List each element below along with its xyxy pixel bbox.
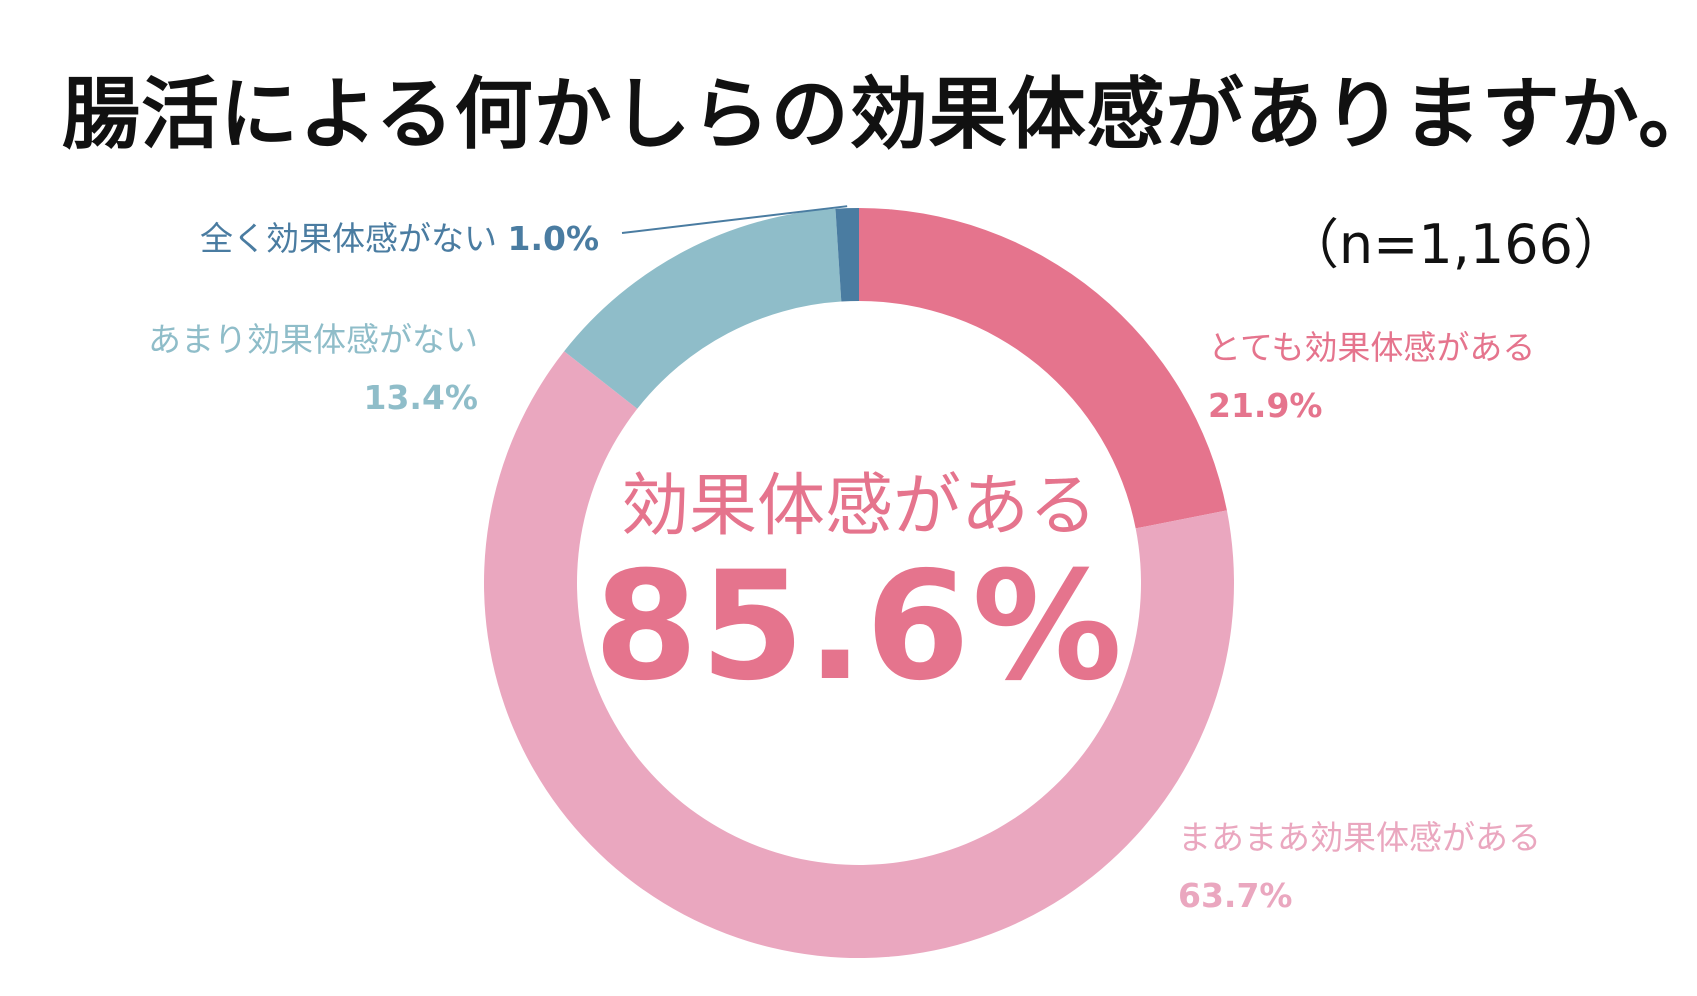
label-very-some: とても効果体感がある 21.9% [1208,319,1535,435]
label-some: まあまあ効果体感がある 63.7% [1178,809,1541,925]
center-caption: 効果体感がある [620,467,1097,546]
label-some-value: 63.7% [1178,876,1293,915]
leader-line-none [621,205,848,234]
slice-very-some [859,208,1227,529]
chart-title: 腸活による何かしらの効果体感がありますか。 [62,70,1697,160]
label-none: 全く効果体感がない 1.0% [200,210,599,268]
label-little: あまり効果体感がない 13.4% [125,311,478,427]
label-little-value: 13.4% [363,378,479,417]
slice-little [564,208,842,409]
slice-some [484,351,1235,959]
center-value: 85.6% [593,540,1125,714]
label-none-category: 全く効果体感がない [200,219,497,258]
label-very-some-category: とても効果体感がある [1208,328,1536,367]
sample-size: （n=1,166） [1284,213,1627,276]
label-little-category: あまり効果体感がない [148,320,478,359]
label-very-some-value: 21.9% [1208,386,1323,425]
slice-none [835,208,859,302]
label-none-value: 1.0% [507,219,600,258]
label-some-category: まあまあ効果体感がある [1178,818,1541,857]
